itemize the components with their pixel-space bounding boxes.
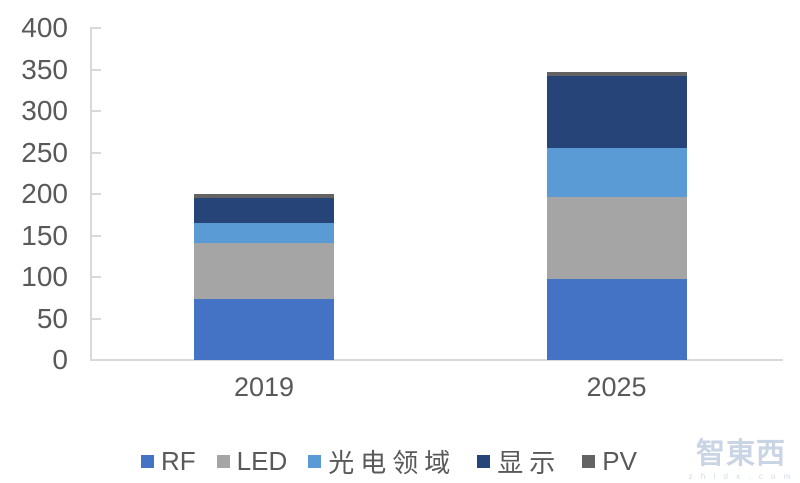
bar-2019-segment-光电领域	[194, 223, 334, 243]
watermark-subtext: z h i d x . c o m	[688, 472, 794, 481]
legend-label-PV: PV	[602, 446, 637, 476]
zhidx-watermark: 智東西 z h i d x . c o m	[682, 438, 800, 481]
legend-label-LED: LED	[236, 446, 288, 476]
bar-2019-segment-LED	[194, 242, 334, 300]
y-tick-label-50: 50	[36, 302, 68, 334]
legend-item-光电领域: 光电领域	[308, 443, 456, 480]
y-tick-mark-0	[90, 359, 101, 361]
watermark-text: 智東西	[695, 438, 786, 471]
y-tick-mark-50	[90, 317, 101, 320]
y-tick-label-400: 400	[21, 12, 68, 43]
y-tick-label-250: 250	[21, 136, 68, 168]
bar-2019-segment-RF	[194, 299, 334, 360]
y-tick-label-300: 300	[21, 95, 68, 126]
y-tick-label-0: 0	[52, 344, 68, 375]
legend-swatch-RF	[141, 455, 154, 468]
legend-item-RF: RF	[141, 446, 196, 477]
x-axis-line	[90, 359, 783, 361]
y-tick-label-200: 200	[21, 178, 68, 209]
legend-swatch-光电领域	[308, 455, 322, 468]
y-tick-label-350: 350	[21, 53, 68, 85]
bar-2025	[546, 72, 687, 360]
bar-2019	[194, 194, 334, 360]
bar-2025-segment-显示	[546, 76, 687, 149]
bar-2025-segment-光电领域	[546, 148, 687, 197]
chart-legend: RF LED 光电领域 显示 PV	[141, 443, 637, 480]
x-category-label-2025: 2025	[586, 372, 647, 402]
y-tick-mark-150	[90, 234, 101, 237]
legend-item-显示: 显示	[477, 443, 561, 480]
legend-swatch-显示	[477, 455, 491, 468]
y-tick-mark-400	[90, 27, 101, 29]
legend-item-LED: LED	[216, 446, 288, 477]
legend-label-RF: RF	[161, 446, 196, 476]
y-tick-mark-200	[90, 193, 101, 195]
plot-area	[90, 28, 783, 360]
legend-label-光电领域: 光电领域	[328, 449, 457, 478]
legend-label-显示: 显示	[497, 449, 562, 478]
y-tick-label-150: 150	[21, 219, 68, 251]
y-tick-mark-300	[90, 110, 101, 112]
y-tick-mark-350	[90, 68, 101, 71]
y-tick-mark-250	[90, 151, 101, 154]
y-tick-label-100: 100	[21, 261, 68, 292]
bar-2025-segment-PV	[546, 72, 687, 77]
legend-swatch-LED	[216, 455, 230, 468]
y-tick-mark-100	[90, 276, 101, 278]
bar-2019-segment-PV	[194, 194, 334, 199]
bar-2025-segment-LED	[546, 196, 687, 279]
x-category-label-2019: 2019	[233, 372, 295, 402]
bar-2025-segment-RF	[546, 278, 687, 360]
legend-swatch-PV	[582, 455, 596, 468]
legend-item-PV: PV	[582, 446, 637, 477]
bar-2019-segment-显示	[194, 198, 334, 224]
